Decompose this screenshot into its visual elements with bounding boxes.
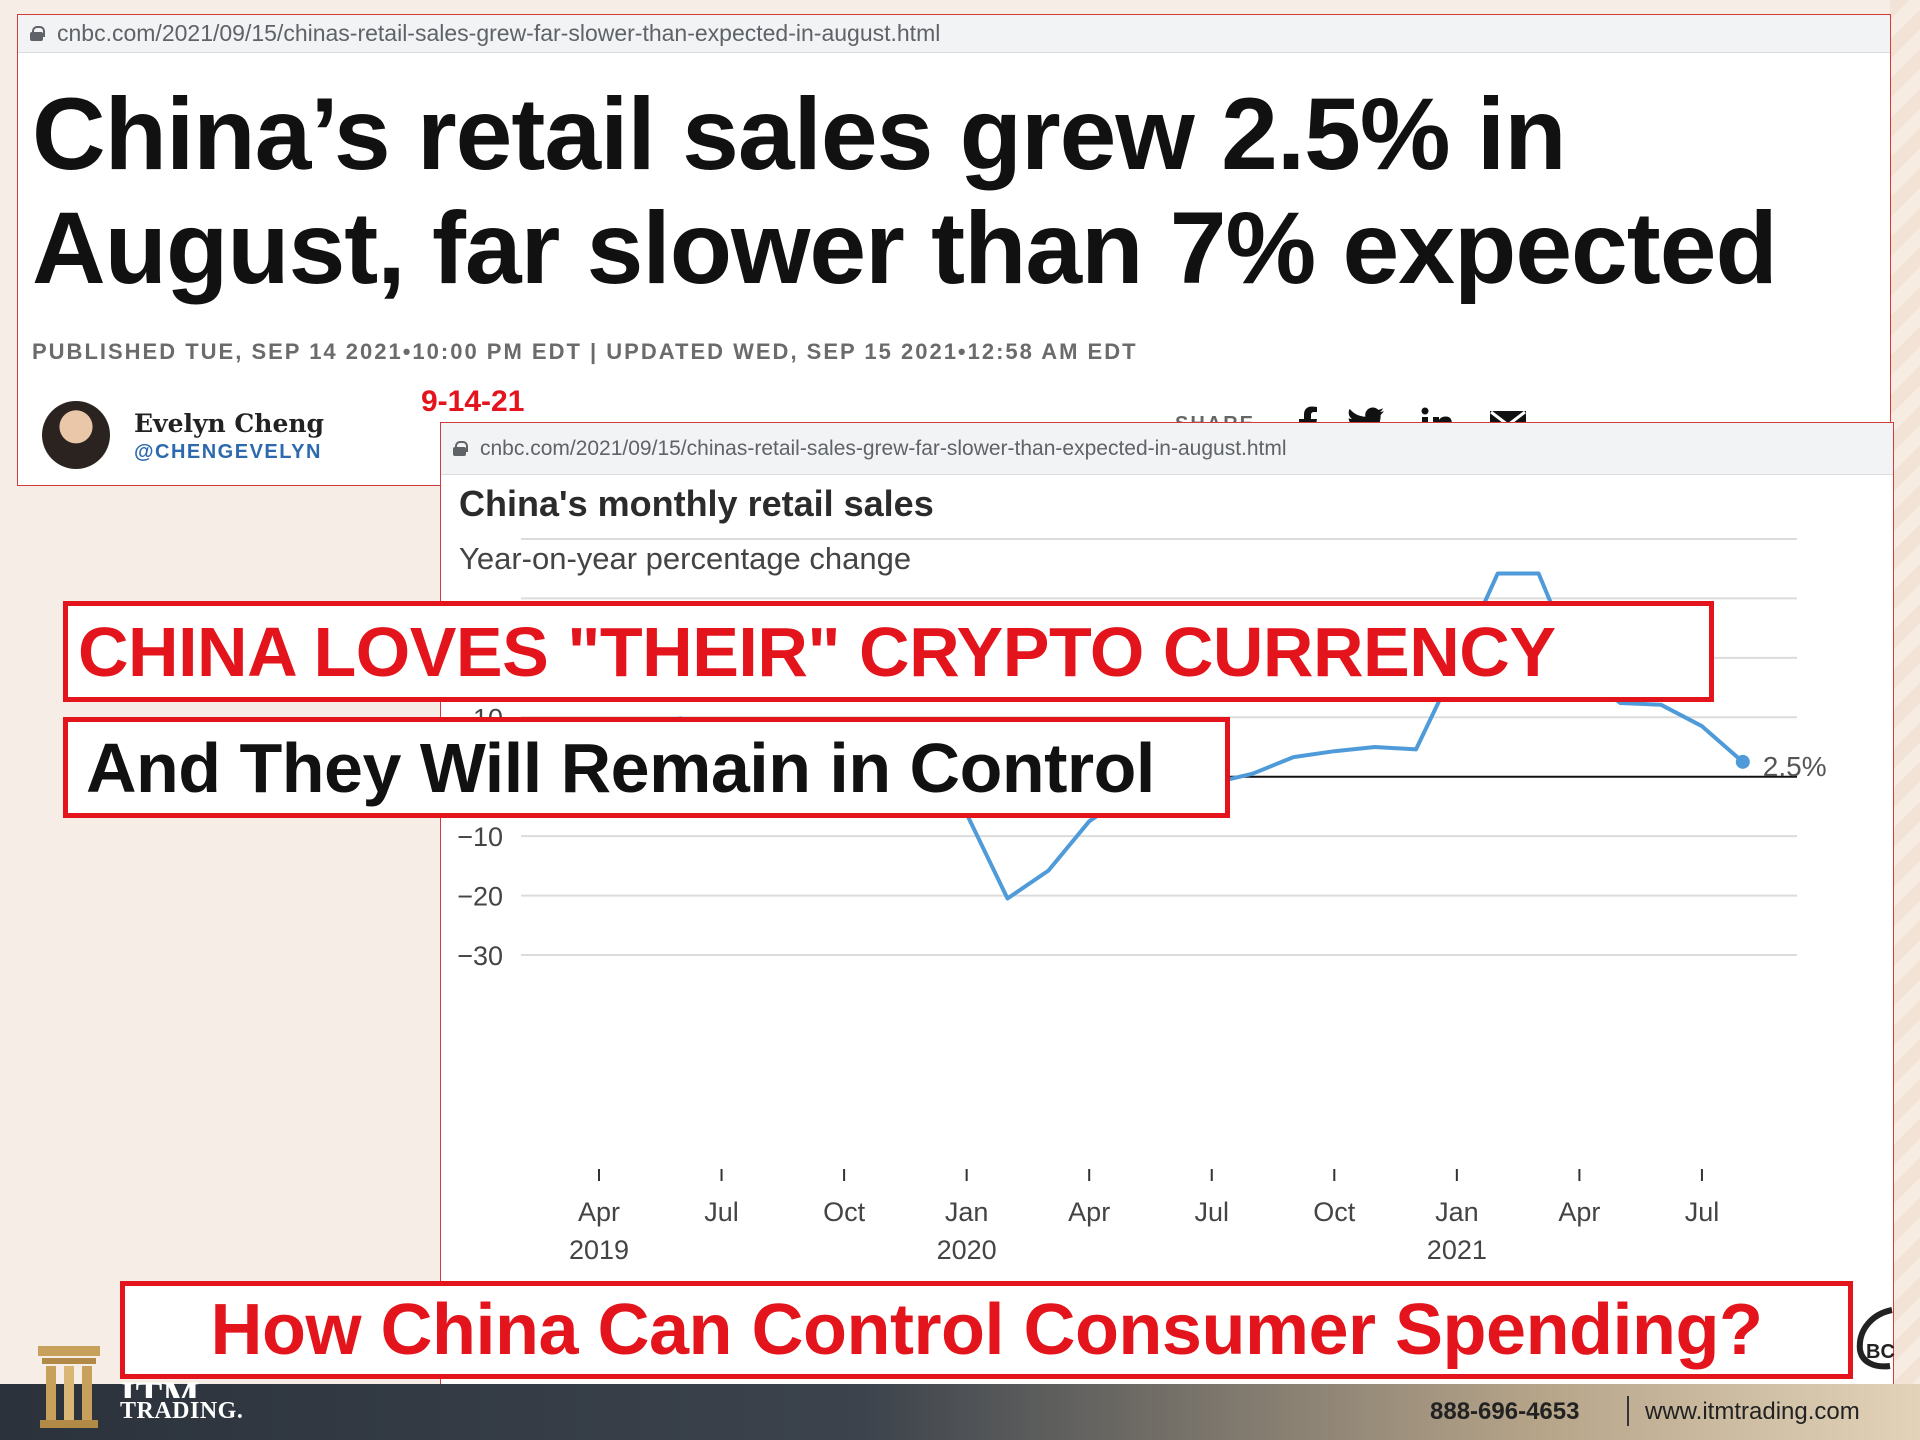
x-tick-label: Apr [1068, 1197, 1110, 1227]
last-value-label: 2.5% [1763, 751, 1827, 782]
headline-line-1: China’s retail sales grew 2.5% in [32, 77, 1567, 191]
url-text[interactable]: cnbc.com/2021/09/15/chinas-retail-sales-… [57, 20, 941, 46]
date-annotation: 9-14-21 [421, 385, 525, 418]
chart-screenshot: cnbc.com/2021/09/15/chinas-retail-sales-… [440, 422, 1894, 1422]
y-tick-label: −10 [457, 822, 503, 852]
logo-text: ITM [120, 1376, 200, 1398]
chart-url-text[interactable]: cnbc.com/2021/09/15/chinas-retail-sales-… [480, 436, 1287, 460]
phone-number[interactable]: 888-696-4653 [1430, 1398, 1580, 1425]
x-tick-label: Jan [945, 1197, 989, 1227]
control-banner: And They Will Remain in Control [63, 717, 1230, 818]
x-tick-label: Jul [704, 1197, 739, 1227]
chart-title: China's monthly retail sales [459, 483, 934, 524]
footer-bar [0, 1384, 1920, 1440]
x-tick-label: Oct [823, 1197, 866, 1227]
last-value-point [1735, 754, 1750, 769]
control-banner-text: And They Will Remain in Control [86, 728, 1155, 807]
background-pattern [1890, 0, 1920, 1440]
question-banner: How China Can Control Consumer Spending? [120, 1281, 1853, 1379]
x-tick-label: Jul [1685, 1197, 1720, 1227]
x-tick-year-label: 2019 [569, 1235, 629, 1265]
x-tick-year-label: 2021 [1427, 1235, 1487, 1265]
author-handle[interactable]: @CHENGEVELYN [134, 441, 322, 463]
chart-subtitle: Year-on-year percentage change [459, 541, 912, 576]
logo-subtext: TRADING. [120, 1398, 244, 1424]
svg-text:BC: BC [1866, 1341, 1895, 1363]
chart-address-bar[interactable]: cnbc.com/2021/09/15/chinas-retail-sales-… [441, 423, 1893, 475]
retail-sales-chart: −30−20−10010Apr2019JulOctJan2020AprJulOc… [457, 538, 1827, 1265]
author-name[interactable]: Evelyn Cheng [134, 409, 325, 438]
x-tick-label: Apr [1558, 1197, 1600, 1227]
itm-column-logo-icon [38, 1346, 100, 1428]
article-screenshot: cnbc.com/2021/09/15/chinas-retail-sales-… [17, 14, 1891, 486]
published-timestamp: PUBLISHED TUE, SEP 14 2021•10:00 PM EDT … [32, 339, 1138, 364]
crypto-banner: CHINA LOVES "THEIR" CRYPTO CURRENCY [63, 601, 1714, 702]
article-headline: China’s retail sales grew 2.5% in August… [32, 77, 1882, 305]
x-tick-label: Apr [578, 1197, 620, 1227]
x-tick-label: Jul [1194, 1197, 1229, 1227]
cnbc-logo-icon: BC [1856, 1307, 1895, 1370]
lock-icon [453, 441, 468, 456]
x-tick-year-label: 2020 [937, 1235, 997, 1265]
address-bar[interactable]: cnbc.com/2021/09/15/chinas-retail-sales-… [18, 15, 1890, 53]
crypto-banner-text: CHINA LOVES "THEIR" CRYPTO CURRENCY [78, 612, 1556, 691]
y-tick-label: −20 [457, 882, 503, 912]
y-tick-label: −30 [457, 941, 503, 971]
website-link[interactable]: www.itmtrading.com [1645, 1398, 1860, 1425]
footer-divider [1627, 1396, 1629, 1426]
x-tick-label: Oct [1313, 1197, 1356, 1227]
headline-line-2: August, far slower than 7% expected [32, 191, 1778, 305]
question-banner-text: How China Can Control Consumer Spending? [210, 1290, 1763, 1370]
x-tick-label: Jan [1435, 1197, 1479, 1227]
lock-icon [30, 26, 45, 41]
author-avatar [42, 401, 110, 469]
